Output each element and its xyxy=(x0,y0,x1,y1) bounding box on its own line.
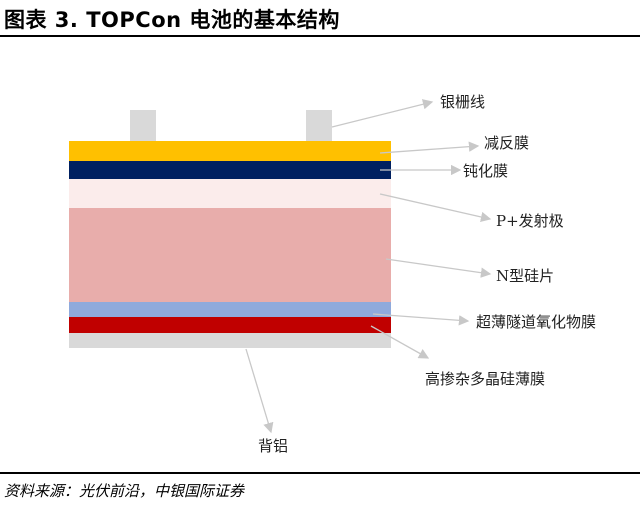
arrow-grid xyxy=(331,99,434,128)
arrow-emitter xyxy=(379,193,492,223)
layer-n-wafer xyxy=(69,208,391,302)
arrow-wafer xyxy=(385,258,492,278)
arrow-oxide xyxy=(372,313,470,326)
title-rule xyxy=(0,35,640,37)
label-n-wafer: N型硅片 xyxy=(496,267,555,285)
layer-back-aluminum xyxy=(69,333,391,348)
label-poly-si: 高掺杂多晶硅薄膜 xyxy=(425,370,546,388)
source-rule xyxy=(0,472,640,474)
label-p-emitter: P+发射极 xyxy=(496,212,564,230)
arrow-arc xyxy=(379,141,480,154)
figure-title: 图表 3. TOPCon 电池的基本结构 xyxy=(4,8,340,32)
layer-tunnel-oxide xyxy=(69,302,391,317)
layer-poly-si xyxy=(69,317,391,333)
label-passivation: 钝化膜 xyxy=(463,162,509,180)
source-note: 资料来源：光伏前沿，中银国际证券 xyxy=(4,482,245,500)
layer-passivation xyxy=(69,161,391,179)
silver-grid-finger-left xyxy=(130,110,156,141)
label-tunnel-oxide: 超薄隧道氧化物膜 xyxy=(476,313,597,331)
silver-grid-finger-right xyxy=(306,110,332,141)
layer-anti-reflection xyxy=(69,141,391,161)
arrow-poly xyxy=(370,325,430,359)
label-silver-grid: 银栅线 xyxy=(440,93,486,111)
arrow-back xyxy=(245,348,274,434)
label-anti-reflection: 减反膜 xyxy=(484,134,530,152)
label-back-aluminum: 背铝 xyxy=(258,437,289,455)
layer-p-emitter xyxy=(69,179,391,208)
